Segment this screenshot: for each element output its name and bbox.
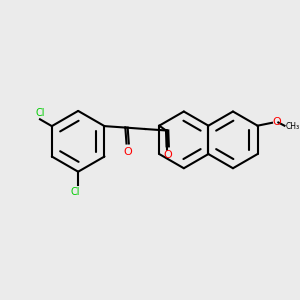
- Text: O: O: [163, 150, 172, 160]
- Text: O: O: [273, 117, 281, 127]
- Text: O: O: [123, 147, 132, 157]
- Text: Cl: Cl: [70, 187, 80, 197]
- Text: Cl: Cl: [35, 108, 45, 118]
- Text: CH₃: CH₃: [286, 122, 300, 131]
